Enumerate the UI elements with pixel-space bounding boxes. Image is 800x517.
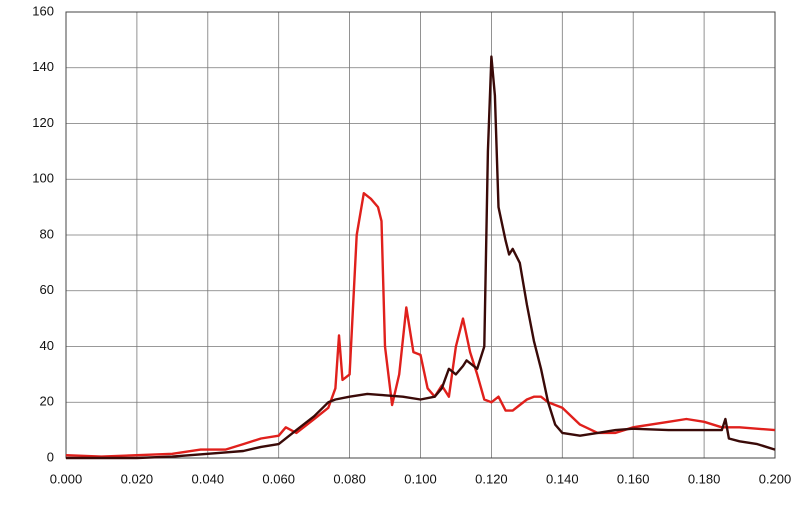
x-tick-label: 0.100: [404, 471, 437, 486]
x-tick-label: 0.000: [50, 471, 83, 486]
data-line: [65, 192, 776, 458]
x-tick-label: 0.120: [475, 471, 508, 486]
plot-frame: [65, 11, 776, 459]
x-tick-label: 0.140: [546, 471, 579, 486]
x-tick-label: 0.180: [688, 471, 721, 486]
y-tick-label: 60: [40, 282, 54, 297]
x-tick-label: 0.160: [617, 471, 650, 486]
y-tick-label: 160: [32, 3, 54, 18]
data-line: [66, 55, 776, 460]
x-tick-label: 0.040: [192, 471, 225, 486]
y-tick-label: 40: [40, 338, 54, 353]
x-tick-label: 0.020: [121, 471, 154, 486]
x-tick-label: 0.060: [262, 471, 295, 486]
y-tick-label: 100: [32, 171, 54, 186]
x-tick-label: 0.200: [759, 471, 792, 486]
y-tick-label: 80: [40, 226, 54, 241]
y-tick-label: 120: [32, 115, 54, 130]
y-tick-label: 0: [47, 449, 54, 464]
y-tick-label: 20: [40, 394, 54, 409]
y-tick-label: 140: [32, 59, 54, 74]
x-tick-label: 0.080: [333, 471, 366, 486]
